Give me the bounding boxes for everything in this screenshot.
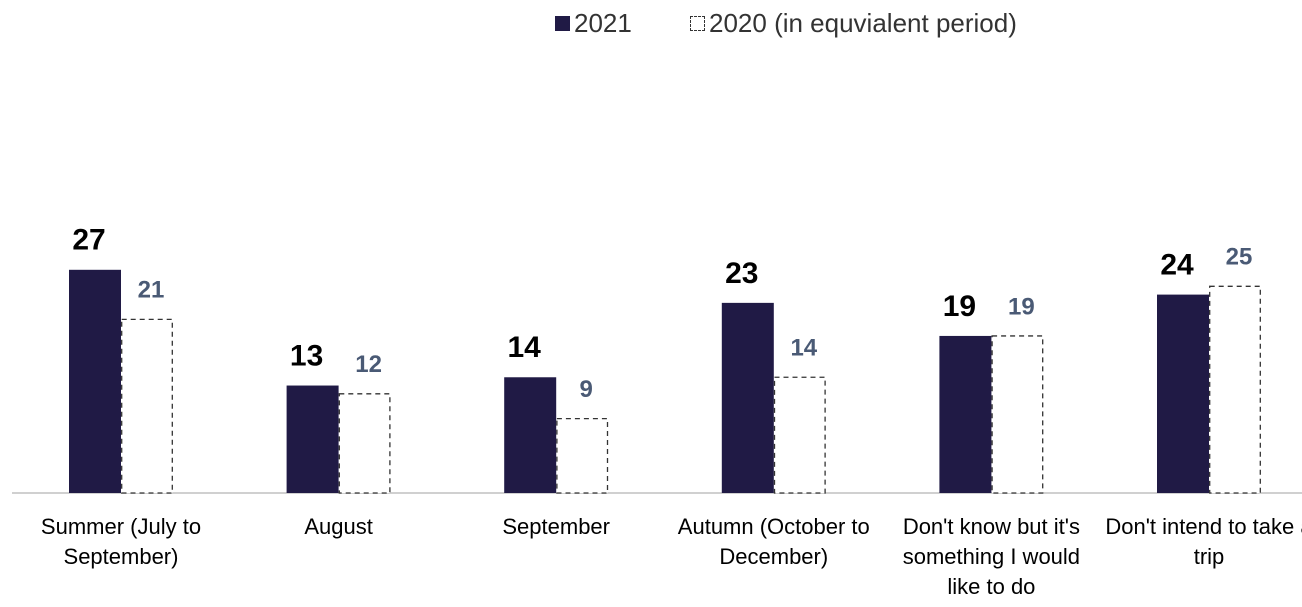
data-label: 12: [355, 351, 382, 378]
bar: [69, 269, 121, 493]
data-label: 14: [508, 331, 542, 364]
legend-swatch: [690, 16, 705, 31]
data-label: 23: [725, 257, 758, 290]
legend-swatch: [555, 16, 570, 31]
x-tick-label: Don't intend to take a trip: [1105, 514, 1302, 569]
bar: [1209, 285, 1261, 494]
bar: [991, 335, 1044, 494]
x-tick-label: August: [304, 514, 373, 539]
bar: [939, 335, 992, 493]
x-tick-label: Summer (July to September): [40, 514, 202, 569]
bar: [504, 377, 557, 493]
legend-item: 2020 (in equvialent period): [690, 8, 1017, 39]
legend-label: 2020 (in equvialent period): [709, 8, 1017, 38]
data-label: 9: [580, 376, 593, 403]
data-label: 21: [138, 277, 165, 304]
legend-label: 2021: [574, 8, 632, 38]
x-tick-label: Autumn (October to December): [677, 514, 870, 569]
data-label: 24: [1160, 249, 1194, 282]
bar: [556, 417, 609, 494]
x-tick-label: September: [502, 514, 610, 539]
x-tick-label: Don't know but it's something I would li…: [902, 514, 1081, 599]
bar: [121, 318, 173, 494]
data-label: 14: [790, 335, 817, 362]
bar: [1157, 294, 1209, 493]
bar: [286, 385, 339, 493]
data-label: 19: [943, 290, 976, 323]
bar: [773, 376, 826, 494]
bar: [721, 302, 774, 493]
bar: [338, 393, 391, 494]
data-label: 19: [1008, 293, 1035, 320]
data-label: 27: [72, 224, 105, 257]
data-label: 25: [1226, 244, 1253, 271]
legend-item: 2021: [555, 8, 632, 39]
data-label: 13: [290, 339, 323, 372]
